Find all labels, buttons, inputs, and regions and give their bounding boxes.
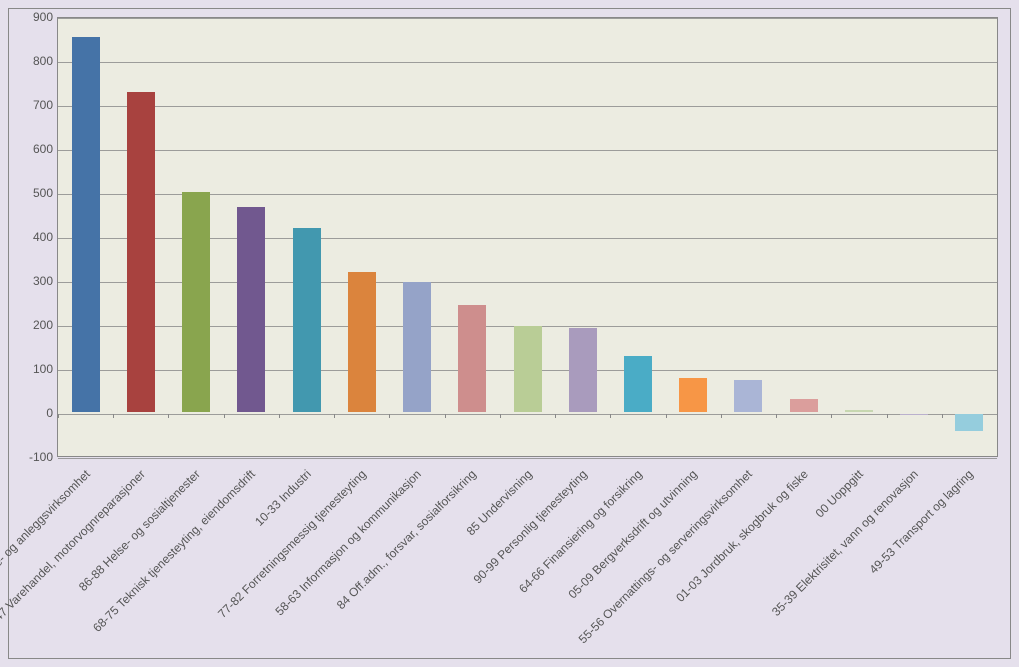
- bar: [237, 207, 265, 412]
- x-tick: [831, 414, 832, 418]
- y-tick-label: 800: [17, 54, 53, 68]
- x-tick: [776, 414, 777, 418]
- y-tick-label: 300: [17, 274, 53, 288]
- bar: [293, 228, 321, 412]
- x-axis-label: 00 Uoppgitt: [812, 467, 865, 520]
- x-tick: [389, 414, 390, 418]
- bar: [127, 92, 155, 412]
- y-tick-label: 100: [17, 362, 53, 376]
- x-tick: [279, 414, 280, 418]
- x-tick: [500, 414, 501, 418]
- bar: [348, 272, 376, 412]
- x-tick: [224, 414, 225, 418]
- x-axis-labels: 41-43 Bygge- og anleggsvirksomhet45-47 V…: [57, 465, 998, 665]
- x-axis-label: 90-99 Personlig tjenesteyting: [470, 467, 589, 586]
- x-axis-label: 49-53 Transport og lagring: [867, 467, 976, 576]
- y-tick-label: 500: [17, 186, 53, 200]
- x-ticks: [58, 410, 997, 414]
- y-tick-label: 900: [17, 10, 53, 24]
- y-tick-label: 700: [17, 98, 53, 112]
- bar: [403, 282, 431, 412]
- x-tick: [445, 414, 446, 418]
- x-tick: [58, 414, 59, 418]
- bar: [624, 356, 652, 412]
- bar: [514, 326, 542, 412]
- y-axis: -1000100200300400500600700800900: [17, 17, 53, 457]
- x-tick: [997, 414, 998, 418]
- y-tick-label: 200: [17, 318, 53, 332]
- x-tick: [721, 414, 722, 418]
- gridline: [58, 458, 997, 459]
- bar: [900, 414, 928, 415]
- x-tick: [887, 414, 888, 418]
- y-tick-label: 400: [17, 230, 53, 244]
- bars-layer: [58, 18, 997, 456]
- bar: [569, 328, 597, 412]
- y-tick-label: 600: [17, 142, 53, 156]
- plot-area: [57, 17, 998, 457]
- y-tick-label: -100: [17, 450, 53, 464]
- x-tick: [610, 414, 611, 418]
- bar: [458, 305, 486, 412]
- x-tick: [334, 414, 335, 418]
- bar: [182, 192, 210, 412]
- x-tick: [555, 414, 556, 418]
- y-tick-label: 0: [17, 406, 53, 420]
- x-tick: [942, 414, 943, 418]
- bar: [734, 380, 762, 412]
- x-tick: [113, 414, 114, 418]
- x-tick: [168, 414, 169, 418]
- x-axis-label: 10-33 Industri: [252, 467, 314, 529]
- bar: [679, 378, 707, 412]
- x-tick: [666, 414, 667, 418]
- bar: [955, 414, 983, 431]
- chart-container: -1000100200300400500600700800900 41-43 B…: [8, 8, 1011, 659]
- bar: [72, 37, 100, 412]
